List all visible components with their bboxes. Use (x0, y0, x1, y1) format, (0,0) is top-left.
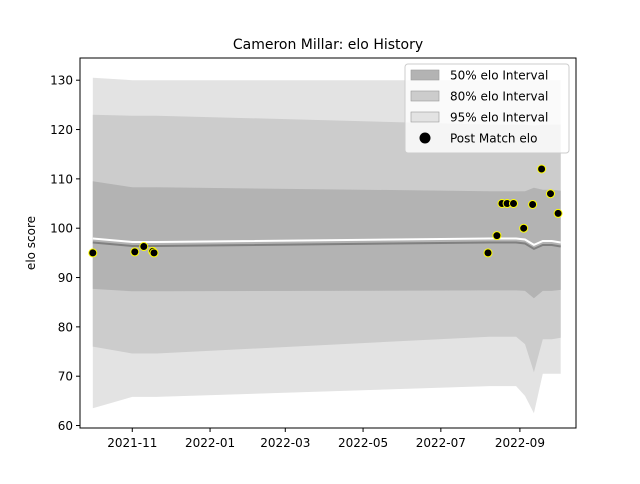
x-tick-label-2: 2022-03 (260, 436, 310, 450)
y-tick-label-6: 120 (50, 123, 73, 137)
post-match-point-12 (537, 164, 547, 174)
post-match-point-5 (483, 248, 493, 258)
post-match-point-11 (528, 200, 538, 209)
legend: 50% elo Interval 80% elo Interval 95% elo … (404, 63, 570, 154)
chart-title: Cameron Millar: elo History (233, 37, 423, 53)
y-tick-label-7: 130 (50, 74, 73, 88)
legend-label-0: 50% elo Interval (450, 69, 548, 83)
legend-swatch-2 (410, 111, 440, 123)
x-tick-label-5: 2022-09 (495, 436, 545, 450)
post-match-point-4 (149, 248, 159, 258)
y-tick-label-5: 110 (50, 172, 73, 186)
post-match-point-14 (553, 208, 563, 218)
y-tick-label-2: 80 (58, 320, 73, 334)
legend-label-1: 80% elo Interval (450, 90, 548, 104)
legend-swatch-1 (410, 90, 440, 102)
x-tick-label-3: 2022-05 (338, 436, 388, 450)
post-match-point-9 (509, 199, 518, 208)
legend-swatch-0 (410, 69, 440, 81)
axis-ticks: 2021-11 2022-01 2022-03 2022-05 2022-07 2022-… (50, 74, 545, 450)
post-match-point-2 (139, 242, 149, 251)
axes-frame (79, 57, 577, 429)
post-match-point-1 (130, 247, 140, 257)
post-match-point-10 (519, 223, 529, 233)
y-tick-label-3: 90 (58, 271, 73, 285)
plot-area (88, 77, 563, 414)
post-match-point-6 (492, 231, 502, 241)
x-tick-label-4: 2022-07 (416, 436, 466, 450)
post-match-point-0 (88, 248, 98, 258)
x-tick-label-0: 2021-11 (107, 436, 157, 450)
mean-elo-line (92, 237, 561, 247)
y-tick-label-4: 100 (50, 222, 73, 236)
y-tick-label-1: 70 (58, 370, 73, 384)
median-elo-line (92, 241, 561, 251)
y-axis-label: elo score (24, 216, 38, 270)
legend-marker-3 (419, 132, 431, 144)
post-match-point-13 (546, 189, 555, 199)
legend-label-3: Post Match elo (450, 132, 537, 146)
y-tick-label-0: 60 (58, 419, 73, 433)
legend-box (404, 63, 570, 154)
legend-label-2: 95% elo Interval (450, 111, 548, 125)
x-tick-label-1: 2022-01 (185, 436, 235, 450)
